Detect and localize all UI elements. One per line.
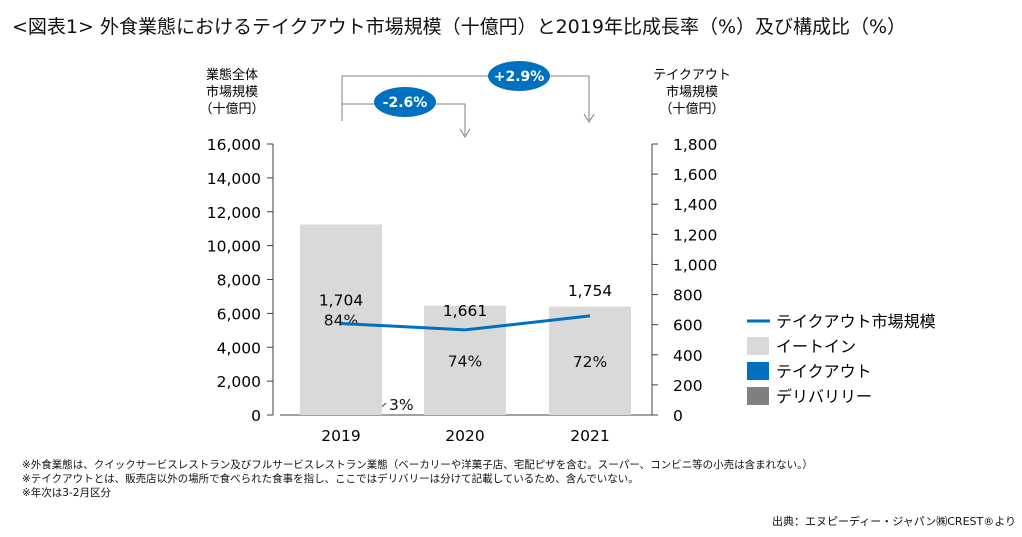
right-tick-label: 1,800 (673, 136, 717, 154)
legend-swatch (747, 387, 769, 405)
line-value-label: 1,754 (568, 282, 612, 300)
source-credit: 出典：エヌピーディー・ジャパン㈱CREST®より (772, 515, 1016, 528)
right-axis-title: 市場規模 (666, 84, 718, 100)
line-value-label: 1,704 (319, 291, 363, 309)
right-tick-label: 800 (673, 287, 703, 305)
right-tick-label: 1,400 (673, 196, 717, 214)
right-tick-label: 400 (673, 347, 703, 365)
left-tick-label: 12,000 (207, 204, 261, 222)
segment-label: 74% (448, 352, 482, 370)
category-label: 2020 (445, 427, 484, 445)
takeout-line (340, 314, 591, 332)
badge-label: +2.9% (494, 69, 545, 85)
line-value-label: 1,661 (443, 302, 487, 320)
bar-segment (424, 305, 506, 415)
left-tick-label: 16,000 (207, 136, 261, 154)
legend-label: テイクアウト (776, 362, 872, 381)
note-2: ※テイクアウトとは、販売店以外の場所で食べられた食事を指し、ここではデリバリーは… (22, 473, 639, 485)
arrow-head (583, 113, 595, 123)
category-label: 2021 (570, 427, 609, 445)
legend-swatch (747, 337, 769, 355)
legend-label: テイクアウト市場規模 (776, 312, 936, 331)
axes: 0 2,000 4,000 6,000 8,000 10,000 12,000 14,000 1… (199, 67, 730, 445)
legend-label: イートイン (776, 337, 856, 356)
growth-badges: -2.6% +2.9% (341, 61, 595, 138)
left-axis-title: （十億円） (199, 101, 264, 117)
right-axis-title: テイクアウト (653, 68, 731, 83)
arrow-head (459, 128, 471, 138)
bar-segment (549, 306, 631, 415)
left-tick-label: 2,000 (217, 373, 261, 391)
category-label: 2019 (321, 427, 360, 445)
right-tick-label: 1,600 (673, 166, 717, 184)
segment-label: 3% (389, 396, 414, 414)
right-tick-label: 1,000 (673, 256, 717, 274)
left-tick-label: 10,000 (207, 238, 261, 256)
left-tick-label: 8,000 (217, 272, 261, 290)
line-series: 1,704 1,661 1,754 (319, 282, 612, 332)
legend-label: デリバリリー (776, 387, 872, 406)
note-3: ※年次は3-2月区分 (22, 487, 111, 499)
legend-swatch (747, 362, 769, 380)
bars: 3%13%84%8%19%74%9%19%72% (300, 224, 631, 419)
left-tick-label: 6,000 (217, 305, 261, 323)
right-tick-label: 200 (673, 377, 703, 395)
segment-label: 72% (573, 353, 607, 371)
chart-title: <図表1> 外食業態におけるテイクアウト市場規模（十億円）と2019年比成長率（… (12, 16, 907, 38)
bar-segment (300, 224, 382, 415)
right-tick-label: 1,200 (673, 226, 717, 244)
right-tick-label: 600 (673, 317, 703, 335)
right-tick-label: 0 (673, 407, 683, 425)
badge-2020 (374, 87, 436, 117)
left-tick-label: 14,000 (207, 170, 261, 188)
badge-label: -2.6% (383, 95, 428, 111)
right-axis-title: （十億円） (659, 101, 724, 117)
badge-2021 (488, 61, 550, 91)
left-axis-title: 業態全体 (206, 67, 258, 83)
left-axis-title: 市場規模 (206, 84, 258, 100)
segment-label: 84% (324, 312, 358, 330)
left-tick-label: 0 (251, 407, 261, 425)
left-tick-label: 4,000 (217, 339, 261, 357)
notes: ※外食業態は、クイックサービスレストラン及びフルサービスレストラン業態（ベーカリ… (22, 458, 813, 500)
bracket-2019-2021 (341, 75, 590, 121)
note-1: ※外食業態は、クイックサービスレストラン及びフルサービスレストラン業態（ベーカリ… (22, 459, 813, 471)
